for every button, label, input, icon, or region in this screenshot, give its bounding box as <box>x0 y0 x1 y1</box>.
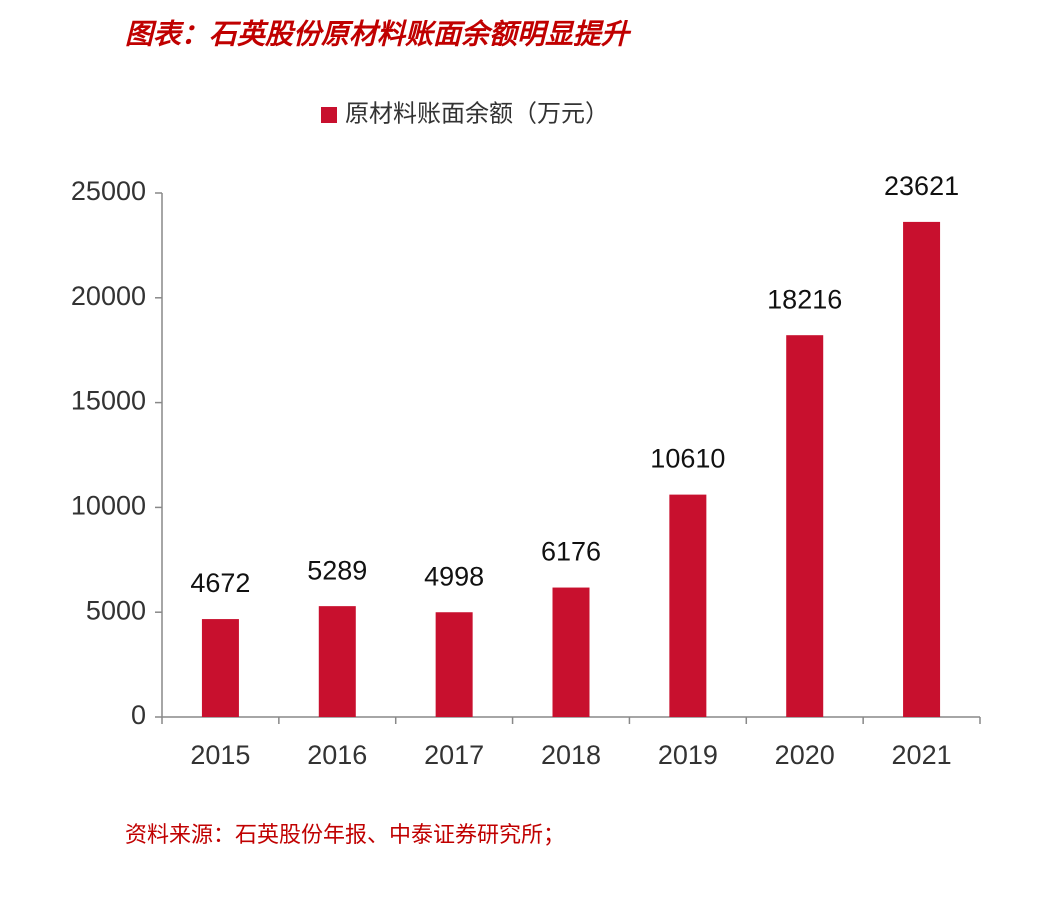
value-label: 10610 <box>650 444 725 474</box>
value-label: 5289 <box>307 555 367 585</box>
bar <box>318 606 356 717</box>
y-tick-label: 25000 <box>71 176 146 206</box>
value-label: 4998 <box>424 561 484 591</box>
bar <box>201 619 239 717</box>
y-tick-label: 20000 <box>71 281 146 311</box>
x-tick-label: 2019 <box>658 740 718 770</box>
source-note: 资料来源：石英股份年报、中泰证券研究所； <box>125 823 565 848</box>
x-tick-label: 2015 <box>190 740 250 770</box>
y-tick-label: 15000 <box>71 386 146 416</box>
bar <box>786 335 824 717</box>
legend-marker <box>321 107 337 123</box>
chart-title: 图表：石英股份原材料账面余额明显提升 <box>125 18 632 49</box>
x-tick-label: 2018 <box>541 740 601 770</box>
x-tick-label: 2017 <box>424 740 484 770</box>
x-tick-label: 2016 <box>307 740 367 770</box>
value-label: 23621 <box>884 171 959 201</box>
x-tick-label: 2020 <box>775 740 835 770</box>
value-label: 6176 <box>541 537 601 567</box>
value-label: 18216 <box>767 284 842 314</box>
value-label: 4672 <box>190 568 250 598</box>
bar <box>435 612 473 717</box>
bar <box>669 494 707 717</box>
bar <box>552 587 590 717</box>
y-tick-label: 10000 <box>71 491 146 521</box>
legend-label: 原材料账面余额（万元） <box>345 100 609 127</box>
bar <box>903 221 941 717</box>
x-tick-label: 2021 <box>892 740 952 770</box>
y-tick-label: 0 <box>131 700 146 730</box>
y-tick-label: 5000 <box>86 595 146 625</box>
